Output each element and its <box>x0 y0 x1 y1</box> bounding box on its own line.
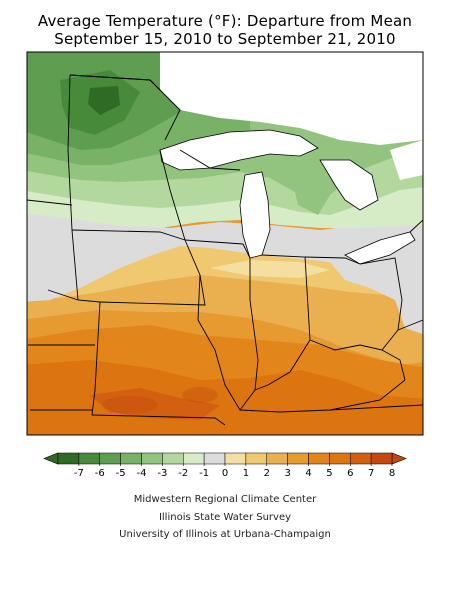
scale-cell <box>245 452 267 465</box>
warm-hotspots <box>102 387 218 414</box>
scale-cell <box>287 452 309 465</box>
scale-tick-label: -1 <box>199 468 209 479</box>
scale-cell <box>370 452 393 465</box>
scale-arrow-low <box>43 452 59 465</box>
scale-tick-label: 8 <box>389 468 395 479</box>
scale-tick-label: -2 <box>178 468 188 479</box>
scale-tick-label: 3 <box>284 468 290 479</box>
scale-cell <box>203 452 226 465</box>
scale-tick-label: 1 <box>243 468 249 479</box>
mn-iowa-border <box>71 229 186 241</box>
scale-tick-label: 0 <box>222 468 228 479</box>
ky-east-border <box>381 349 406 381</box>
cool-michigan-patch <box>290 170 330 215</box>
scale-arrow-high <box>391 452 407 465</box>
scale-cell <box>120 452 142 465</box>
credit-mrcc: Midwestern Regional Climate Center <box>133 494 317 505</box>
credit-isws: Illinois State Water Survey <box>158 512 292 523</box>
warm-trace-patch <box>210 260 330 278</box>
canada-east-blank <box>390 140 423 180</box>
scale-cell <box>183 452 205 465</box>
scale-cell <box>224 452 247 465</box>
il-west-border <box>197 274 241 411</box>
scale-tick-label: 4 <box>305 468 311 479</box>
scale-tick-label: 5 <box>326 468 332 479</box>
nd-sd-border <box>26 199 73 206</box>
scale-cell <box>78 452 100 465</box>
mi-in-oh-border <box>304 256 361 265</box>
ny-pa-border <box>409 219 424 233</box>
hotspot-south-illinois <box>182 387 218 403</box>
hotspot-south-missouri <box>102 396 158 414</box>
scale-cell <box>141 452 163 465</box>
credit-uiuc: University of Illinois at Urbana-Champai… <box>119 529 331 540</box>
wi-il-border <box>184 239 244 245</box>
map-date-range: September 15, 2010 to September 21, 2010 <box>54 30 396 48</box>
ia-mo-border <box>99 239 206 306</box>
scale-cell <box>57 452 80 465</box>
canada-blank <box>160 52 423 145</box>
scale-cell <box>266 452 288 465</box>
sd-ne-border <box>47 289 79 301</box>
lake-huron <box>319 159 379 211</box>
scale-tick-label: 2 <box>264 468 270 479</box>
scale-tick-label: -6 <box>95 468 105 479</box>
state-boundaries <box>26 74 424 426</box>
warm-peak-area <box>90 388 220 420</box>
scale-tick-label: 6 <box>347 468 353 479</box>
tn-va-border <box>329 404 424 411</box>
scale-tick-label: -7 <box>74 468 84 479</box>
scale-cell <box>162 452 184 465</box>
wi-mi-border <box>179 149 241 171</box>
map-title: Average Temperature (°F): Departure from… <box>37 12 413 30</box>
ohio-border <box>309 257 403 351</box>
color-scale-cells <box>43 452 407 465</box>
scale-tick-label: -3 <box>157 468 167 479</box>
map-fill-layer <box>27 52 423 435</box>
mo-south-border <box>91 414 226 426</box>
scale-tick-label: 7 <box>368 468 374 479</box>
color-scale-ticks: -7 -6 -5 -4 -3 -2 -1 0 1 2 3 4 5 6 7 8 <box>74 464 395 479</box>
neutral-band <box>27 212 423 302</box>
map-frame <box>26 51 424 436</box>
cool-strongest-area <box>88 86 120 115</box>
mn-west-border <box>67 74 73 231</box>
scale-tick-label: -5 <box>116 468 126 479</box>
il-in-border <box>239 243 259 411</box>
scale-cell <box>329 452 351 465</box>
lake-superior <box>159 129 319 171</box>
mo-west-border <box>91 301 101 416</box>
warm-deep-area <box>27 360 423 435</box>
scale-cell <box>99 452 121 465</box>
scale-cell <box>350 452 372 465</box>
wv-border <box>397 319 424 331</box>
scale-tick-label: -4 <box>137 468 147 479</box>
mn-wi-border <box>159 149 186 241</box>
neutral-east-area <box>330 245 423 340</box>
in-ohio-border <box>254 254 311 391</box>
scale-cell <box>308 452 330 465</box>
